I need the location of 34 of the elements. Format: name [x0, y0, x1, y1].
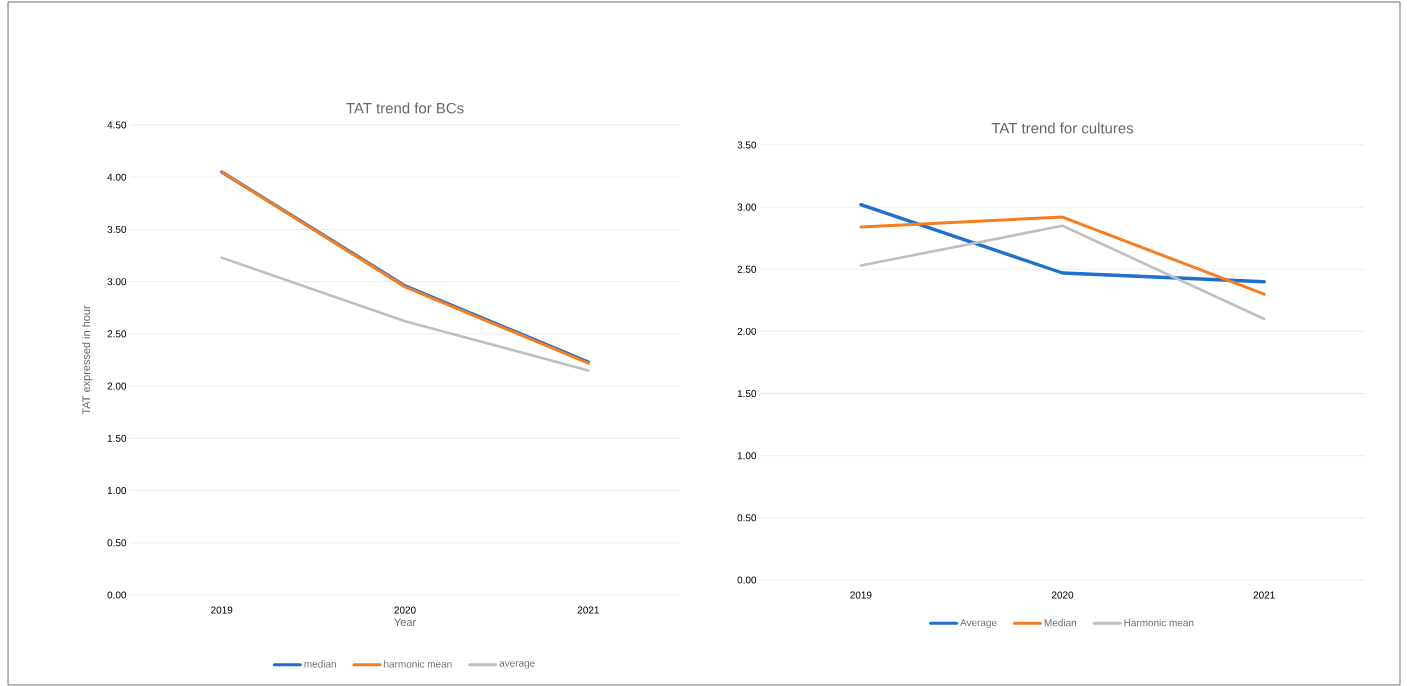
y-tick-label: 1.00	[107, 487, 127, 495]
y-tick-label: 2.00	[107, 382, 127, 390]
chart-title: TAT trend for BCs	[346, 102, 464, 114]
y-tick-label: 4.00	[107, 173, 127, 181]
chart-title: TAT trend for cultures	[991, 122, 1134, 134]
y-tick-label: 3.00	[737, 203, 757, 211]
x-tick-label: 2021	[577, 606, 599, 614]
y-tick-label: 3.50	[737, 141, 757, 149]
x-tick-label: 2019	[211, 606, 233, 614]
y-tick-label: 3.00	[107, 278, 127, 286]
y-tick-label: 4.50	[107, 121, 127, 129]
y-axis-title: TAT expressed in hour	[82, 305, 93, 415]
legend-label: Harmonic mean	[1124, 618, 1194, 627]
x-tick-label: 2020	[394, 606, 416, 614]
x-tick-label: 2020	[1051, 591, 1074, 599]
legend-label: Median	[1044, 618, 1076, 627]
legend-label: Average	[960, 619, 997, 629]
legend-label: harmonic mean	[384, 660, 452, 668]
y-tick-label: 0.00	[107, 591, 127, 599]
legend-label: median	[304, 660, 336, 668]
x-axis-title: Year	[394, 618, 416, 627]
y-tick-label: 3.50	[107, 225, 127, 233]
y-tick-label: 1.00	[737, 452, 757, 460]
y-tick-label: 0.00	[737, 576, 757, 584]
y-tick-label: 2.00	[737, 327, 757, 335]
y-tick-label: 2.50	[107, 330, 127, 338]
x-tick-label: 2021	[1253, 591, 1275, 599]
x-tick-label: 2019	[850, 591, 872, 599]
legend-label: average	[499, 661, 535, 669]
y-tick-label: 2.50	[737, 265, 757, 273]
y-tick-label: 0.50	[737, 514, 757, 522]
y-tick-label: 1.50	[107, 434, 127, 442]
y-tick-label: 0.50	[107, 539, 127, 547]
y-tick-label: 1.50	[737, 390, 757, 398]
